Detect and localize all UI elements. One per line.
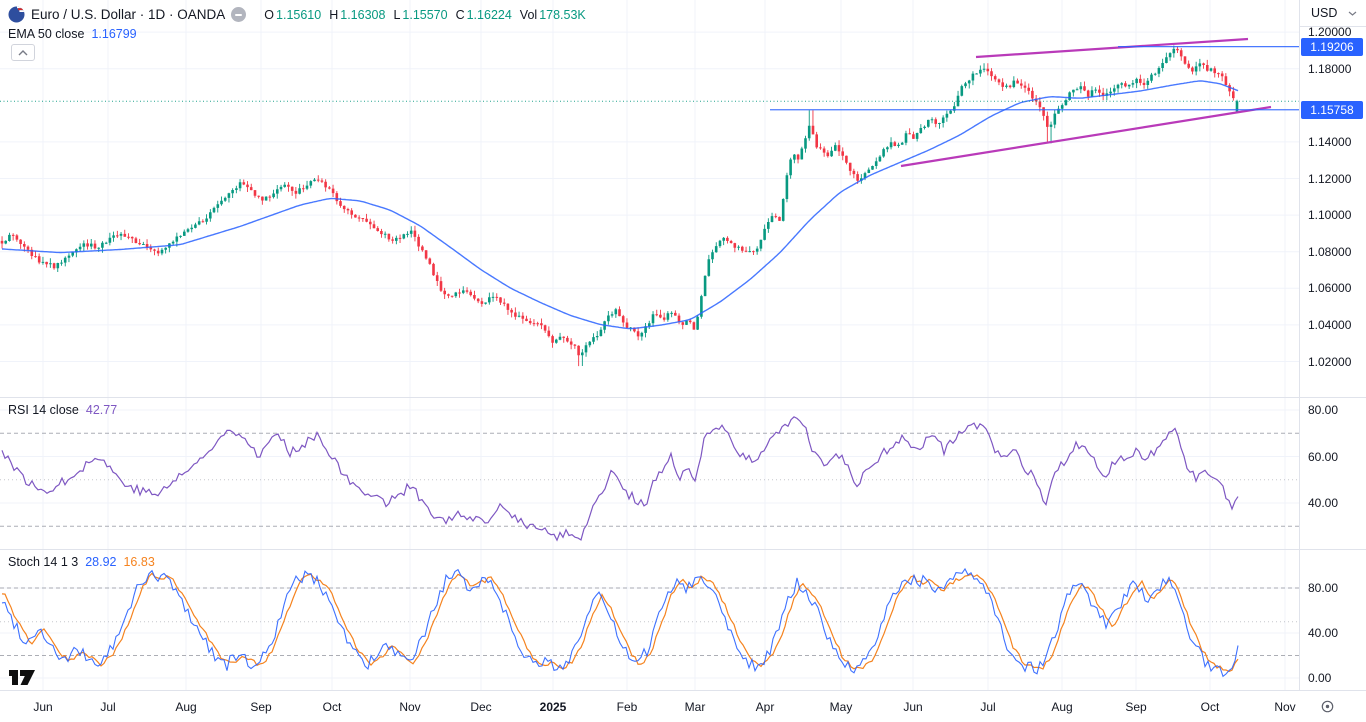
rsi-tick-label: 40.00 (1308, 496, 1339, 510)
price-axis[interactable]: 1.20000 1.18000 1.14000 1.12000 1.10000 1.080… (1300, 0, 1366, 691)
rsi-legend[interactable]: RSI 14 close 42.77 (8, 403, 117, 417)
price-tick-label: 1.10000 (1308, 208, 1352, 223)
price-tick-label: 1.04000 (1308, 317, 1352, 332)
volume-label: Vol (519, 7, 538, 22)
ema-legend[interactable]: EMA 50 close 1.16799 (8, 27, 137, 41)
stoch-label: Stoch 14 1 3 (8, 555, 79, 569)
price-tick-label: 1.06000 (1308, 281, 1352, 296)
stoch-tick-label: 0.00 (1308, 671, 1332, 685)
time-tick-label: Dec (470, 700, 492, 714)
chevron-down-icon (1348, 11, 1357, 16)
time-tick-label: Sep (1125, 700, 1147, 714)
time-tick-label: Sep (250, 700, 272, 714)
close-label: C (455, 7, 465, 22)
price-alert-label[interactable]: 1.19206 (1301, 37, 1363, 56)
time-tick-label: 2025 (539, 700, 567, 714)
symbol-logo-icon (8, 6, 25, 23)
close-value: 1.16224 (466, 7, 512, 22)
time-tick-label: Mar (684, 700, 706, 714)
rsi-value: 42.77 (85, 403, 118, 417)
time-axis[interactable]: Jun Jul Aug Sep Oct Nov Dec 2025 Feb Mar Apr May Jun… (0, 691, 1366, 722)
price-tick-label: 1.12000 (1308, 171, 1352, 186)
symbol-title[interactable]: Euro / U.S. Dollar · 1D · OANDA (31, 7, 226, 22)
time-tick-label: Oct (322, 700, 342, 714)
time-tick-label: Jun (33, 700, 53, 714)
ema-value: 1.16799 (91, 27, 137, 41)
low-value: 1.15570 (402, 7, 448, 22)
price-tick-label: 1.14000 (1308, 134, 1352, 149)
open-value: 1.15610 (276, 7, 322, 22)
tradingview-logo[interactable] (8, 665, 37, 691)
ema-label: EMA 50 close (8, 27, 85, 41)
rsi-tick-label: 80.00 (1308, 403, 1339, 417)
price-tick-label: 1.18000 (1308, 61, 1352, 76)
chevron-up-icon (18, 49, 28, 55)
time-tick-label: May (829, 700, 853, 714)
high-label: H (329, 7, 339, 22)
price-tick-label: 1.02000 (1308, 354, 1352, 369)
price-tick-label: 1.08000 (1308, 244, 1352, 259)
price-tick-label: 1.20000 (1308, 25, 1352, 40)
symbol-legend: Euro / U.S. Dollar · 1D · OANDA O 1.1561… (8, 6, 586, 23)
rsi-label: RSI 14 close (8, 403, 79, 417)
time-tick-label: Aug (1051, 700, 1073, 714)
time-tick-label: Jul (100, 700, 116, 714)
stoch-d-value: 16.83 (123, 555, 155, 569)
stoch-tick-label: 80.00 (1308, 581, 1339, 595)
scroll-to-realtime-icon[interactable] (1318, 697, 1336, 715)
high-value: 1.16308 (340, 7, 386, 22)
hide-indicator-icon[interactable] (231, 7, 247, 22)
time-tick-label: Apr (755, 700, 775, 714)
volume-value: 178.53K (539, 7, 586, 22)
low-label: L (393, 7, 401, 22)
time-tick-label: Nov (399, 700, 421, 714)
time-tick-label: Aug (175, 700, 197, 714)
time-tick-label: Feb (616, 700, 638, 714)
time-tick-label: Nov (1274, 700, 1296, 714)
time-tick-label: Jul (980, 700, 996, 714)
open-label: O (264, 7, 275, 22)
stoch-legend[interactable]: Stoch 14 1 3 28.92 16.83 (8, 555, 155, 569)
stoch-tick-label: 40.00 (1308, 626, 1339, 640)
rsi-tick-label: 60.00 (1308, 449, 1339, 464)
collapse-pane-button[interactable] (11, 44, 35, 61)
price-alert-label[interactable]: 1.15758 (1301, 100, 1363, 119)
currency-label: USD (1311, 6, 1338, 20)
time-tick-label: Oct (1200, 700, 1220, 714)
currency-selector[interactable]: USD (1300, 0, 1366, 27)
stoch-k-value: 28.92 (85, 555, 117, 569)
ohlc-values: O 1.15610 H 1.16308 L 1.15570 C 1.16224 … (258, 8, 585, 22)
time-tick-label: Jun (903, 700, 923, 714)
